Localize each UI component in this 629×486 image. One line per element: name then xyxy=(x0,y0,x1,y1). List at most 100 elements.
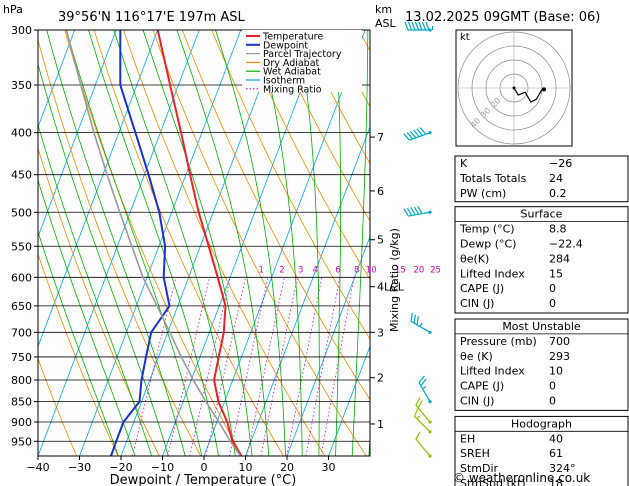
mixing-ratio-value: 1 xyxy=(259,265,264,275)
temperature-tick-label: 0 xyxy=(201,461,208,474)
wind-barb-base xyxy=(428,28,432,32)
wind-barb-feather xyxy=(404,21,409,31)
wind-barb-feather xyxy=(418,375,425,383)
table-value: 8.8 xyxy=(549,223,567,236)
table-label: Dewp (°C) xyxy=(460,238,516,251)
table-block xyxy=(454,155,629,203)
wind-barb-feather xyxy=(410,207,416,216)
hodograph-trace xyxy=(513,87,543,103)
km-axis-title: km xyxy=(375,3,392,16)
footer-copyright: © weatheronline.co.uk xyxy=(453,471,590,485)
height-tick-label: 3 xyxy=(377,326,384,339)
dry-adiabat-line xyxy=(270,30,370,222)
pressure-axis: 300 350 400 450 500 550 600 650 700 750 800 850 900 9… xyxy=(11,24,38,448)
table-value: 293 xyxy=(549,350,570,363)
table-label: StmDir xyxy=(460,462,499,475)
pressure-tick-label: 300 xyxy=(11,24,32,37)
wet-adiabat-line xyxy=(88,30,220,456)
wind-barb-staff xyxy=(408,211,431,217)
wind-barb-base xyxy=(428,210,432,214)
table-value: −22.4 xyxy=(549,238,583,251)
wind-barb xyxy=(403,205,432,217)
table-block xyxy=(454,206,629,314)
skewt-plot-area xyxy=(38,30,370,456)
table-label: CAPE (J) xyxy=(460,282,504,295)
mixing-ratio-value: 4 xyxy=(312,265,317,275)
mixing-ratio-value: 2 xyxy=(279,265,284,275)
pressure-tick-label: 800 xyxy=(11,374,32,387)
legend-label: Dewpoint xyxy=(263,40,308,51)
height-tick-label: 7 xyxy=(377,131,384,144)
table-label: PW (cm) xyxy=(460,187,506,200)
legend-label: Mixing Ratio xyxy=(263,84,322,95)
table-value: 324° xyxy=(549,462,576,475)
isotherm-line xyxy=(38,30,159,348)
legend-background xyxy=(242,30,362,92)
table-value: 0 xyxy=(549,297,556,310)
wind-barb-staff xyxy=(415,404,431,423)
dry-adiabat-line xyxy=(182,30,370,401)
table-value: 24 xyxy=(549,172,563,185)
mixing-ratio-line xyxy=(229,277,269,456)
mixing-ratio-value: 3 xyxy=(298,265,303,275)
legend-label: Isotherm xyxy=(263,76,305,87)
mixing-ratio-line xyxy=(305,277,341,456)
parcel-trajectory-line xyxy=(65,30,242,456)
wind-barb-feather xyxy=(418,21,423,31)
table-section-title: Hodograph xyxy=(511,417,572,430)
wind-barb-feather xyxy=(417,205,423,214)
temperature-tick-label: −10 xyxy=(151,461,174,474)
wind-barb-feather xyxy=(403,208,409,217)
dry-adiabat-line xyxy=(299,30,370,165)
wind-barb-feather xyxy=(425,21,430,31)
pressure-tick-label: 900 xyxy=(11,416,32,429)
wind-barb-feather xyxy=(406,132,414,140)
mixing-ratio-line xyxy=(286,277,323,456)
wind-barb-feather xyxy=(416,128,423,136)
mixing-ratio-labels: 1 2 3 4 6 8 10 15 20 25 xyxy=(259,265,441,275)
wet-adiabat-line xyxy=(176,30,270,456)
temperature-tick-label: 10 xyxy=(239,461,253,474)
table-value: 10 xyxy=(549,365,563,378)
temperature-line xyxy=(156,30,243,456)
dry-adiabat-line xyxy=(64,30,243,456)
wind-barb-base xyxy=(428,131,432,135)
wind-barb-feather xyxy=(414,21,420,31)
wind-barb-feather xyxy=(411,21,416,31)
mixing-ratio-axis-title: Mixing Ratio (g/kg) xyxy=(388,228,401,332)
mixing-ratio-line xyxy=(320,277,355,456)
mixing-ratio-line xyxy=(167,277,210,456)
table-value: 0 xyxy=(549,282,556,295)
wind-barb-feather xyxy=(420,378,427,386)
mixing-ratio-line xyxy=(132,277,177,456)
mixing-ratio-line xyxy=(246,277,285,456)
mixing-ratio-value: 6 xyxy=(335,265,340,275)
wind-barb-feather xyxy=(406,207,413,216)
table-label: CIN (J) xyxy=(460,297,494,310)
pressure-tick-label: 350 xyxy=(11,79,32,92)
isotherm-line xyxy=(38,30,117,238)
dry-adiabat-line xyxy=(211,30,370,340)
dry-adiabat-line xyxy=(38,147,160,456)
legend-label: Dry Adiabat xyxy=(263,58,320,69)
isotherm-line xyxy=(162,30,325,456)
isotherm-line xyxy=(286,235,370,456)
wet-adiabat-line xyxy=(335,30,342,456)
temperature-tick-label: 30 xyxy=(322,461,336,474)
dry-adiabat-line xyxy=(38,252,119,456)
wind-barb-feather xyxy=(413,129,420,137)
wind-barb-feather xyxy=(419,127,427,135)
table-label: K xyxy=(460,157,468,170)
height-tick-label: 2 xyxy=(377,372,384,385)
table-label: Lifted Index xyxy=(460,267,525,280)
table-value: 0 xyxy=(549,380,556,393)
hpa-axis-title: hPa xyxy=(3,3,23,16)
isotherm-line xyxy=(203,30,366,456)
table-block xyxy=(454,318,629,411)
asl-axis-title: ASL xyxy=(375,17,397,30)
table-section-title: Surface xyxy=(521,208,563,221)
wet-adiabat-line xyxy=(66,30,203,456)
wind-barb xyxy=(418,375,432,404)
wind-barb-staff xyxy=(410,320,431,333)
legend-label: Parcel Trajectory xyxy=(263,49,342,60)
